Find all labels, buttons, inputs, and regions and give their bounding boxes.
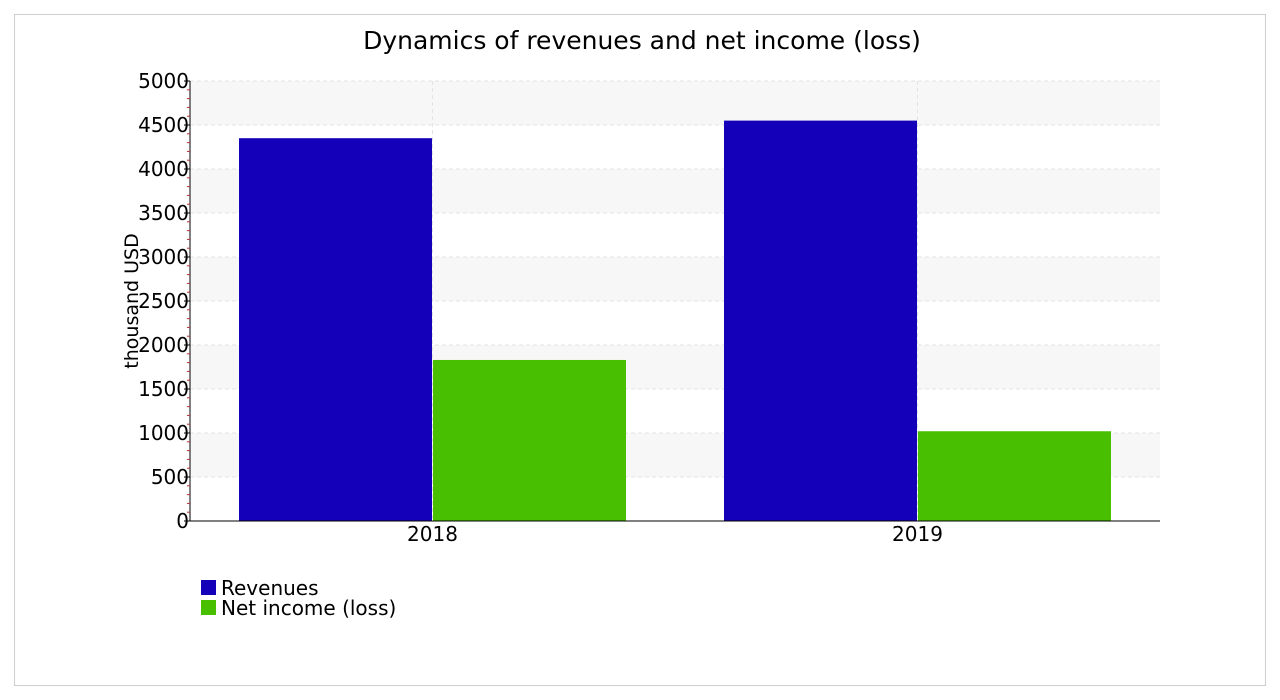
- legend-swatch: [201, 600, 216, 615]
- bar-net-income-loss-2018: [433, 359, 626, 521]
- y-tick-label: 0: [176, 509, 189, 533]
- y-tick-label: 2000: [138, 333, 189, 357]
- plot-band: [190, 81, 1160, 125]
- y-tick-label: 5000: [138, 69, 189, 93]
- y-axis-label: thousand USD: [121, 233, 143, 368]
- y-tick-label: 4000: [138, 157, 189, 181]
- y-tick-label: 1000: [138, 421, 189, 445]
- legend-swatch: [201, 580, 216, 595]
- bar-net-income-loss-2019: [918, 431, 1111, 521]
- y-tick-label: 3500: [138, 201, 189, 225]
- bar-revenues-2018: [239, 138, 432, 521]
- y-axis-ticks: 0 500 1000 1500 2000 2500 3000 3500 4000 4500 5000: [138, 69, 190, 533]
- y-tick-label: 1500: [138, 377, 189, 401]
- x-tick-label-2019: 2019: [892, 522, 943, 546]
- x-axis-ticks: 2018 2019: [407, 522, 943, 546]
- legend-label: Revenues: [221, 576, 319, 600]
- y-tick-label: 500: [151, 465, 189, 489]
- y-tick-label: 2500: [138, 289, 189, 313]
- y-tick-label: 4500: [138, 113, 189, 137]
- bars: [239, 120, 1111, 521]
- chart-title: Dynamics of revenues and net income (los…: [363, 26, 921, 55]
- bar-revenues-2019: [724, 120, 917, 521]
- y-tick-label: 3000: [138, 245, 189, 269]
- x-tick-label-2018: 2018: [407, 522, 458, 546]
- legend-label: Net income (loss): [221, 596, 396, 620]
